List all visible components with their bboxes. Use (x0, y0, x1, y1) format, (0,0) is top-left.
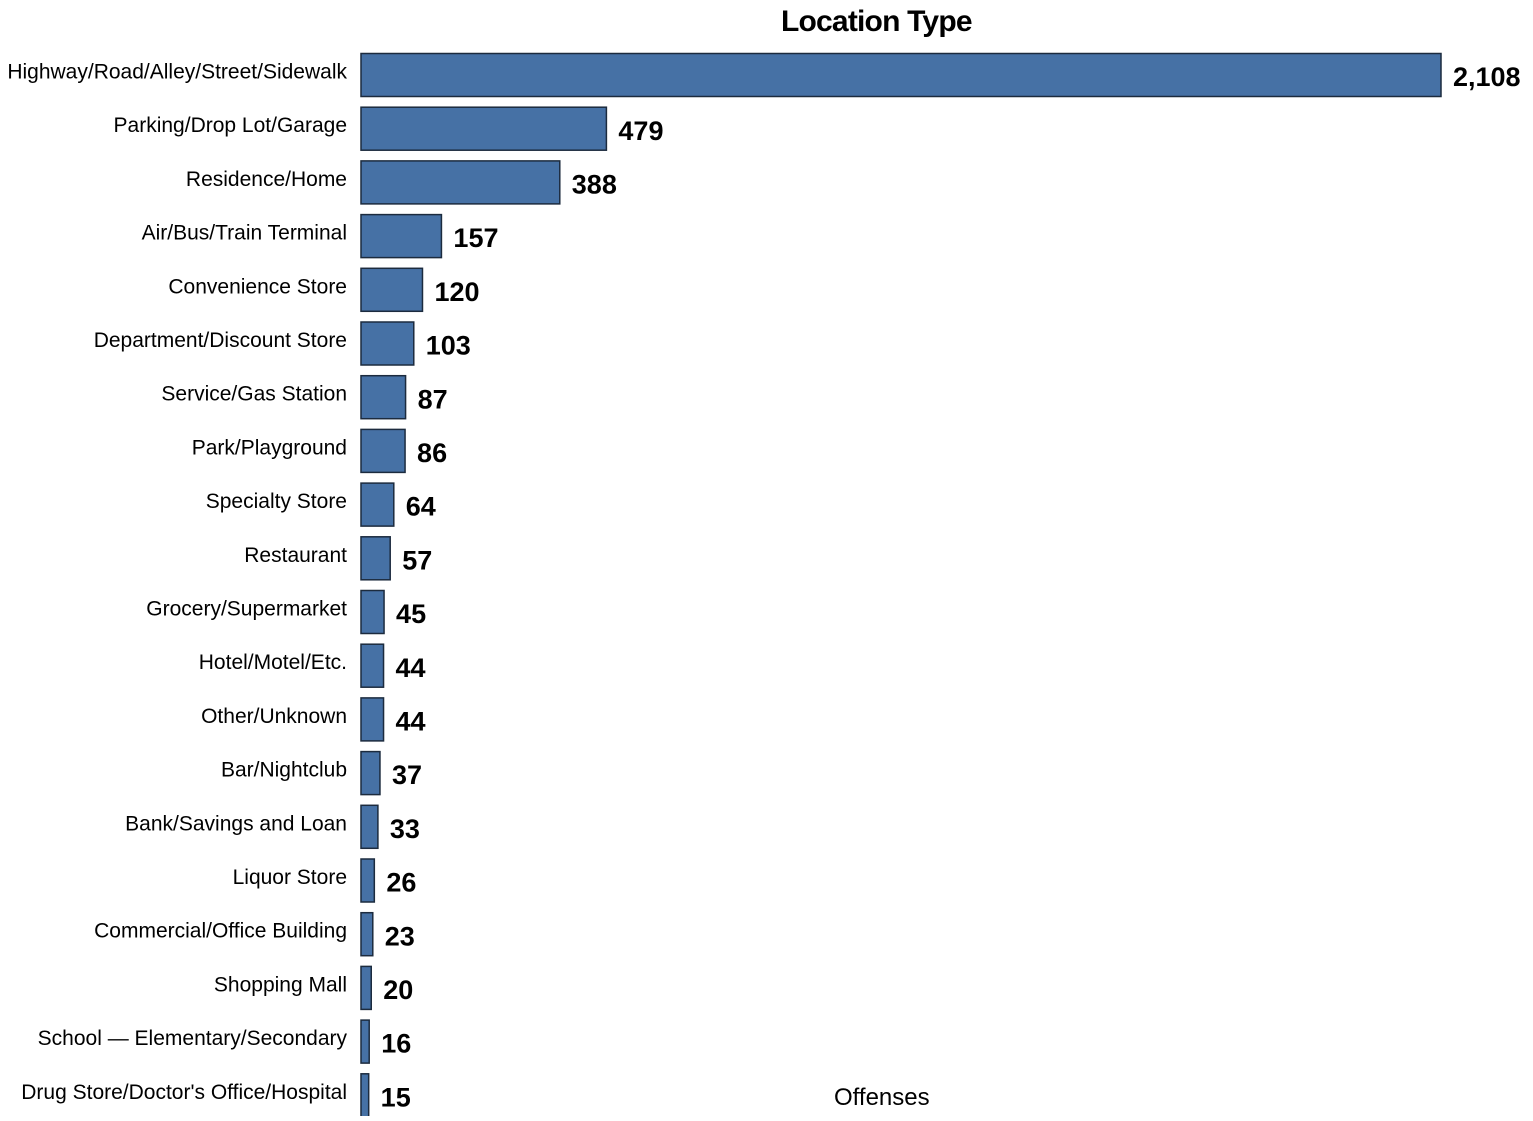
category-label: Restaurant (244, 544, 347, 567)
category-label: Highway/Road/Alley/Street/Sidewalk (7, 61, 347, 84)
bar (360, 697, 385, 742)
bar (360, 428, 406, 474)
bar (360, 750, 381, 796)
bar (360, 1019, 370, 1064)
bar (360, 160, 561, 205)
category-label: Bar/Nightclub (221, 759, 347, 782)
data-label: 2,108 (1453, 62, 1521, 92)
data-label: 15 (381, 1082, 411, 1112)
data-label: 26 (386, 868, 416, 898)
bar (360, 589, 385, 635)
bar (360, 106, 608, 151)
category-label: Department/Discount Store (94, 329, 347, 352)
bar (360, 52, 1442, 98)
category-label: Residence/Home (186, 168, 347, 191)
category-label: Drug Store/Doctor's Office/Hospital (21, 1081, 347, 1104)
category-label: Liquor Store (233, 866, 347, 889)
category-label: Park/Playground (192, 436, 347, 459)
bar (360, 321, 415, 366)
bar (360, 374, 407, 420)
category-label: Commercial/Office Building (94, 920, 347, 943)
category-label: Convenience Store (168, 275, 347, 298)
bar (360, 858, 376, 903)
data-label: 37 (392, 760, 422, 790)
category-label: School — Elementary/Secondary (38, 1027, 348, 1050)
data-label: 16 (381, 1029, 411, 1059)
category-label: Shopping Mall (214, 973, 347, 996)
x-axis-label: Offenses (834, 1084, 930, 1111)
data-label: 479 (618, 116, 663, 146)
category-label: Service/Gas Station (161, 383, 347, 406)
category-label: Hotel/Motel/Etc. (199, 651, 347, 674)
data-label: 157 (453, 223, 498, 253)
bar (360, 1073, 370, 1118)
bar (360, 911, 374, 957)
data-label: 57 (402, 545, 432, 575)
data-label: 44 (396, 653, 426, 683)
data-label: 86 (417, 438, 447, 468)
category-label: Air/Bus/Train Terminal (142, 222, 347, 245)
bar (360, 643, 385, 688)
category-label: Grocery/Supermarket (146, 598, 347, 621)
data-label: 103 (426, 331, 471, 361)
category-label: Bank/Savings and Loan (125, 812, 347, 835)
data-label: 388 (572, 170, 617, 200)
data-label: 20 (383, 975, 413, 1005)
bar (360, 267, 424, 313)
data-label: 33 (390, 814, 420, 844)
bar (360, 536, 391, 581)
data-label: 23 (385, 921, 415, 951)
data-label: 87 (418, 384, 448, 414)
data-label: 64 (406, 492, 436, 522)
bar (360, 804, 379, 850)
data-label: 120 (434, 277, 479, 307)
data-label: 45 (396, 599, 426, 629)
category-label: Other/Unknown (201, 705, 347, 728)
data-label: 44 (396, 707, 426, 737)
bar (360, 965, 372, 1011)
category-label: Parking/Drop Lot/Garage (114, 114, 347, 137)
chart-title: Location Type (781, 5, 973, 38)
category-label: Specialty Store (206, 490, 347, 513)
bar (360, 482, 395, 527)
bar (360, 213, 443, 259)
